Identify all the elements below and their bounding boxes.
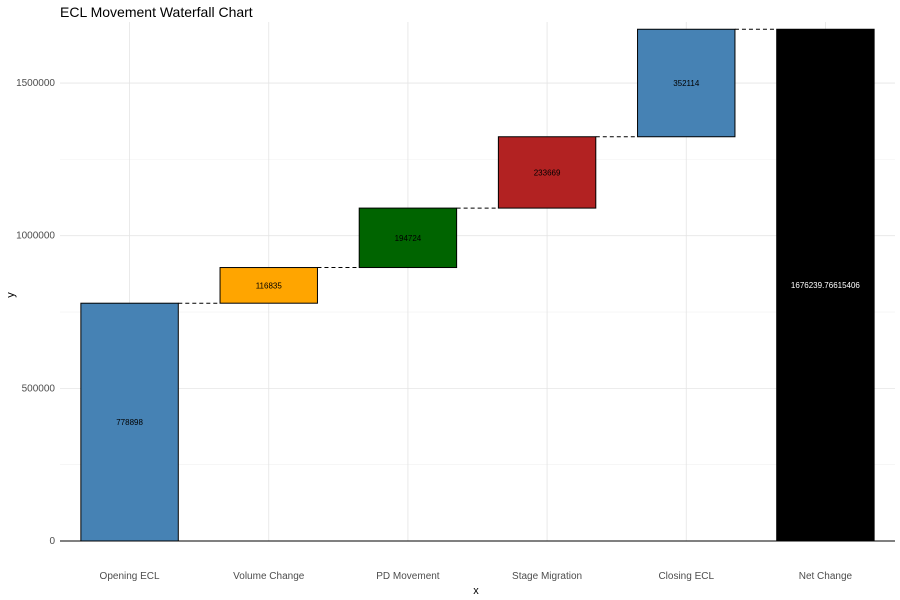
- bar-stage-migration: [497, 136, 597, 209]
- bar-value-label: 352114: [673, 79, 700, 88]
- bar-pd-movement: [358, 207, 458, 269]
- x-tick-label: Volume Change: [233, 571, 305, 582]
- y-tick-label: 1500000: [16, 78, 55, 89]
- bar-labels: 778898 116835 194724 233669 352114 1676239.76…: [116, 79, 860, 427]
- y-tick-label: 1000000: [16, 231, 55, 242]
- x-tick-label: Closing ECL: [658, 571, 714, 582]
- y-axis-title: y: [5, 292, 17, 298]
- x-tick-label: Net Change: [799, 571, 853, 582]
- axes: 0 500000 1000000 1500000 Opening ECL Volume C…: [16, 78, 895, 582]
- x-tick-label: PD Movement: [376, 571, 440, 582]
- bar-opening-ecl: [80, 302, 179, 542]
- bar-volume-change: [219, 267, 318, 304]
- bars: [80, 28, 875, 542]
- bar-value-label: 233669: [534, 168, 561, 177]
- bar-value-label: 1676239.76615406: [791, 281, 861, 290]
- y-tick-label: 0: [49, 536, 55, 547]
- x-tick-label: Opening ECL: [100, 571, 160, 582]
- x-tick-label: Stage Migration: [512, 571, 582, 582]
- y-tick-label: 500000: [22, 383, 56, 394]
- bar-value-label: 116835: [256, 281, 283, 290]
- bar-closing-ecl: [637, 28, 736, 138]
- x-axis-title: x: [473, 585, 479, 597]
- chart-title: ECL Movement Waterfall Chart: [60, 4, 253, 20]
- bar-value-label: 778898: [116, 418, 143, 427]
- bar-value-label: 194724: [395, 234, 422, 243]
- grid: [60, 22, 895, 542]
